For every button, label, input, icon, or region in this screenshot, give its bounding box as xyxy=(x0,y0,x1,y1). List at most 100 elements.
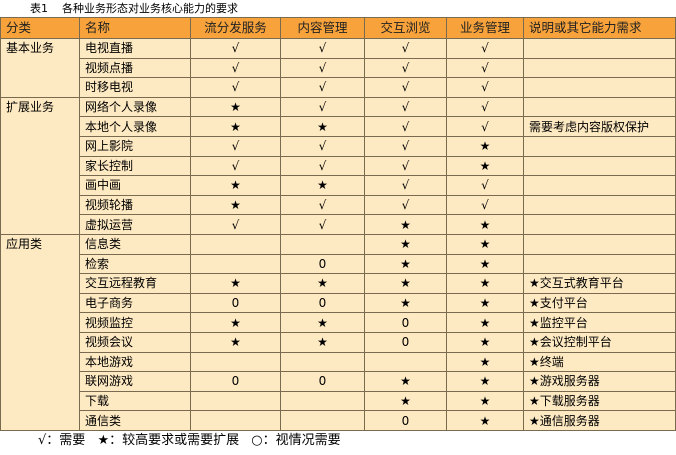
requirement-cell: ★ xyxy=(364,292,447,314)
note-cell: ★监控平台 xyxy=(523,312,676,333)
name-cell: 联网游戏 xyxy=(79,371,191,392)
requirement-cell: √ xyxy=(364,116,447,137)
name-cell: 本地个人录像 xyxy=(79,116,191,137)
requirement-cell: ★ xyxy=(446,233,524,255)
requirement-cell: ★ xyxy=(280,116,365,137)
name-cell: 电子商务 xyxy=(79,292,191,314)
requirement-cell: √ xyxy=(364,38,447,59)
requirement-cell xyxy=(190,410,281,431)
name-cell: 信息类 xyxy=(79,233,191,255)
requirement-cell xyxy=(190,253,281,275)
legend-check: √：需要 xyxy=(38,433,86,448)
requirement-cell xyxy=(364,351,447,373)
requirement-cell: ★ xyxy=(446,351,524,373)
name-cell: 通信类 xyxy=(79,410,191,431)
requirement-cell: ★ xyxy=(446,371,524,392)
requirement-cell: 0 xyxy=(190,371,281,392)
requirement-cell: ★ xyxy=(446,331,524,353)
table-row: 时移电视 √ √ √ √ xyxy=(1,77,676,98)
requirement-cell: √ xyxy=(280,155,365,177)
note-cell: ★终端 xyxy=(523,351,676,373)
requirement-cell: ★ xyxy=(446,312,524,333)
requirement-cell xyxy=(280,351,365,373)
requirement-cell: 0 xyxy=(280,292,365,314)
requirement-cell xyxy=(280,410,365,431)
legend-circle: ○：视情况需要 xyxy=(251,433,341,448)
name-cell: 视频会议 xyxy=(79,331,191,353)
requirement-cell: ★ xyxy=(280,175,365,196)
caption-label: 表1 xyxy=(30,2,48,15)
requirement-cell xyxy=(190,351,281,373)
requirement-cell: ★ xyxy=(446,273,524,294)
note-cell xyxy=(523,194,676,216)
requirement-cell: √ xyxy=(446,38,524,59)
legend-star: ★：较高要求或需要扩展 xyxy=(97,433,240,448)
note-cell: ★支付平台 xyxy=(523,292,676,314)
name-cell: 电视直播 xyxy=(79,38,191,59)
note-cell: ★交互式教育平台 xyxy=(523,273,676,294)
requirement-cell: 0 xyxy=(364,331,447,353)
note-cell xyxy=(523,175,676,196)
column-header: 分类 xyxy=(0,17,80,39)
table-row: 视频会议 ★ ★ 0 ★ ★会议控制平台 xyxy=(1,331,676,353)
note-cell: ★会议控制平台 xyxy=(523,331,676,353)
table-row: 视频监控 ★ ★ 0 ★ ★监控平台 xyxy=(1,312,676,333)
requirement-cell: ★ xyxy=(446,214,524,235)
table-row: 画中画 ★ ★ √ √ xyxy=(1,175,676,196)
requirements-table: 分类 名称 流分发服务 内容管理 交互浏览 业务管理 说明或其它能力需求 基本业务 电视直播 √… xyxy=(0,17,676,431)
name-cell: 视频点播 xyxy=(79,57,191,79)
table-row: 扩展业务 网络个人录像 ★ √ √ √ xyxy=(0,96,676,235)
note-cell: 需要考虑内容版权保护 xyxy=(523,116,676,137)
requirement-cell: ★ xyxy=(190,116,281,137)
note-cell xyxy=(523,253,676,275)
table-row: 应用类 信息类 ★ ★ xyxy=(0,233,676,431)
requirement-cell: √ xyxy=(190,155,281,177)
requirement-cell: √ xyxy=(364,155,447,177)
requirement-cell: √ xyxy=(364,57,447,79)
name-cell: 本地游戏 xyxy=(79,351,191,373)
table-caption: 表1 各种业务形态对业务核心能力的要求 xyxy=(30,1,252,16)
name-cell: 网络个人录像 xyxy=(79,96,191,118)
column-header: 业务管理 xyxy=(446,17,524,39)
note-cell: ★游戏服务器 xyxy=(523,371,676,392)
requirement-cell: ★ xyxy=(280,312,365,333)
table-row: 视频点播 √ √ √ √ xyxy=(1,57,676,79)
requirement-cell: √ xyxy=(280,38,365,59)
name-cell: 画中画 xyxy=(79,175,191,196)
requirement-cell: √ xyxy=(280,194,365,216)
name-cell: 视频监控 xyxy=(79,312,191,333)
column-header: 内容管理 xyxy=(280,17,365,39)
requirement-cell: √ xyxy=(190,38,281,59)
requirement-cell: √ xyxy=(446,194,524,216)
requirement-cell: √ xyxy=(280,96,365,118)
table-row: 联网游戏 0 0 ★ ★ ★游戏服务器 xyxy=(1,371,676,392)
table-row: 视频轮播 ★ √ √ √ xyxy=(1,194,676,216)
requirement-cell: √ xyxy=(446,77,524,98)
requirement-cell: √ xyxy=(446,175,524,196)
requirement-cell: ★ xyxy=(190,331,281,353)
requirement-cell: ★ xyxy=(280,331,365,353)
requirement-cell: 0 xyxy=(280,371,365,392)
requirement-cell: ★ xyxy=(364,214,447,235)
note-cell xyxy=(523,233,676,255)
requirement-cell: ★ xyxy=(190,175,281,196)
name-cell: 检索 xyxy=(79,253,191,275)
requirement-cell: √ xyxy=(280,135,365,157)
category-cell: 应用类 xyxy=(0,233,80,431)
note-cell xyxy=(523,214,676,235)
column-header: 说明或其它能力需求 xyxy=(523,17,676,39)
requirement-cell: √ xyxy=(364,77,447,98)
column-header: 交互浏览 xyxy=(364,17,447,39)
name-cell: 时移电视 xyxy=(79,77,191,98)
requirement-cell: √ xyxy=(446,96,524,118)
requirement-cell: ★ xyxy=(190,312,281,333)
requirement-cell xyxy=(280,390,365,412)
table-row: 检索 0 ★ ★ xyxy=(1,253,676,275)
requirement-cell: ★ xyxy=(364,390,447,412)
name-cell: 虚拟运营 xyxy=(79,214,191,235)
requirement-cell: √ xyxy=(190,135,281,157)
requirement-cell: √ xyxy=(190,57,281,79)
requirement-cell: √ xyxy=(446,57,524,79)
requirement-cell: ★ xyxy=(446,135,524,157)
requirement-cell: √ xyxy=(364,194,447,216)
